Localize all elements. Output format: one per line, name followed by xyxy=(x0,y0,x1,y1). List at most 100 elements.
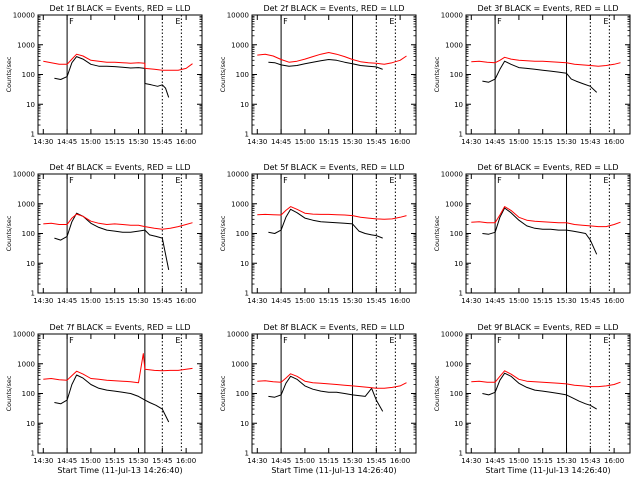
x-tick-label: 15:15 xyxy=(319,457,339,465)
plot-frame xyxy=(465,14,631,135)
chart-panel-7: Det 7f BLACK = Events, RED = LLD Counts/s… xyxy=(5,323,203,475)
y-tick-label: 10000 xyxy=(13,331,35,339)
x-tick-label: 14:45 xyxy=(485,297,505,305)
series-line-lld xyxy=(257,373,407,389)
chart-panel-2: Det 2f BLACK = Events, RED = LLD Counts/s… xyxy=(219,4,417,146)
chart-title: Det 5f BLACK = Events, RED = LLD xyxy=(263,163,404,172)
x-tick-label: 15:00 xyxy=(81,457,101,465)
y-tick-label: 1 xyxy=(245,290,249,298)
x-tick-label: 15:00 xyxy=(295,138,315,146)
series-line-lld xyxy=(471,206,621,228)
y-tick-label: 100 xyxy=(236,71,249,79)
chart-panel-1: Det 1f BLACK = Events, RED = LLD Counts/s… xyxy=(5,4,203,146)
x-tick-label: 14:30 xyxy=(461,297,481,305)
y-tick-label: 10000 xyxy=(227,331,249,339)
chart-title: Det 9f BLACK = Events, RED = LLD xyxy=(477,323,618,332)
marker-label-f: F xyxy=(283,176,288,185)
x-tick-label: 15:15 xyxy=(105,457,125,465)
x-tick-label: 16:00 xyxy=(604,138,624,146)
y-tick-label: 1000 xyxy=(445,360,463,368)
x-tick-label: 15:45 xyxy=(152,138,172,146)
plot-frame xyxy=(251,14,417,135)
y-tick-label: 10 xyxy=(240,420,249,428)
y-tick-label: 1000 xyxy=(231,41,249,49)
marker-label-e: E xyxy=(175,176,180,185)
series-line-events xyxy=(54,374,170,423)
y-tick-label: 10 xyxy=(26,101,35,109)
y-tick-label: 1000 xyxy=(231,200,249,208)
y-tick-label: 1000 xyxy=(17,200,35,208)
y-tick-label: 10000 xyxy=(227,171,249,179)
series-line-events xyxy=(482,207,598,255)
x-tick-label: 15:15 xyxy=(533,297,553,305)
y-tick-label: 1000 xyxy=(231,360,249,368)
x-tick-label: 15:00 xyxy=(509,457,529,465)
x-tick-label: 15:45 xyxy=(152,457,172,465)
x-tick-label: 15:00 xyxy=(509,297,529,305)
y-tick-label: 1 xyxy=(245,450,249,458)
y-tick-label: 10 xyxy=(454,420,463,428)
x-tick-label: 16:00 xyxy=(176,297,196,305)
x-tick-label: 15:30 xyxy=(556,457,576,465)
marker-label-e: E xyxy=(603,17,608,26)
x-axis-label: Start Time (11-Jul-13 14:26:40) xyxy=(57,466,182,475)
x-tick-label: 15:00 xyxy=(295,297,315,305)
marker-label-e: E xyxy=(603,176,608,185)
x-tick-label: 15:15 xyxy=(319,297,339,305)
y-axis-label: Counts/sec xyxy=(433,56,441,92)
x-tick-label: 14:45 xyxy=(271,138,291,146)
x-tick-label: 14:30 xyxy=(247,457,267,465)
plot-frame xyxy=(37,173,203,294)
x-tick-label: 15:00 xyxy=(509,138,529,146)
plot-frame xyxy=(251,333,417,454)
x-tick-label: 15:30 xyxy=(342,138,362,146)
y-tick-label: 1 xyxy=(459,290,463,298)
marker-label-e: E xyxy=(175,336,180,345)
marker-label-f: F xyxy=(69,336,74,345)
x-tick-label: 16:00 xyxy=(604,297,624,305)
plot-frame xyxy=(251,173,417,294)
y-tick-label: 10000 xyxy=(441,12,463,20)
x-tick-label: 14:45 xyxy=(57,138,77,146)
chart-panel-4: Det 4f BLACK = Events, RED = LLD Counts/s… xyxy=(5,163,203,305)
x-tick-label: 14:45 xyxy=(271,297,291,305)
x-tick-label: 15:30 xyxy=(128,138,148,146)
chart-panel-9: Det 9f BLACK = Events, RED = LLD Counts/s… xyxy=(433,323,631,475)
y-tick-label: 1 xyxy=(459,131,463,139)
x-tick-label: 16:00 xyxy=(390,297,410,305)
y-tick-label: 1 xyxy=(245,131,249,139)
y-tick-label: 10000 xyxy=(13,12,35,20)
marker-label-f: F xyxy=(283,17,288,26)
marker-label-e: E xyxy=(389,176,394,185)
x-tick-label: 14:30 xyxy=(461,138,481,146)
x-tick-label: 14:45 xyxy=(57,297,77,305)
y-axis-label: Counts/sec xyxy=(5,56,13,92)
marker-label-e: E xyxy=(603,336,608,345)
y-tick-label: 10 xyxy=(240,101,249,109)
x-tick-label: 15:30 xyxy=(128,297,148,305)
x-tick-label: 15:15 xyxy=(319,138,339,146)
series-line-events xyxy=(268,208,383,239)
marker-label-f: F xyxy=(69,17,74,26)
y-axis-label: Counts/sec xyxy=(5,215,13,251)
x-tick-label: 16:00 xyxy=(390,457,410,465)
marker-label-f: F xyxy=(283,336,288,345)
y-axis-label: Counts/sec xyxy=(219,215,227,251)
y-tick-label: 1 xyxy=(459,450,463,458)
x-axis-label: Start Time (11-Jul-13 14:26:40) xyxy=(485,466,610,475)
x-tick-label: 15:15 xyxy=(533,457,553,465)
x-tick-label: 14:30 xyxy=(247,297,267,305)
x-tick-label: 15:43 xyxy=(580,457,600,465)
y-tick-label: 100 xyxy=(22,230,35,238)
y-axis-label: Counts/sec xyxy=(219,56,227,92)
marker-label-e: E xyxy=(389,336,394,345)
x-tick-label: 15:00 xyxy=(295,457,315,465)
y-tick-label: 1000 xyxy=(445,200,463,208)
y-tick-label: 10000 xyxy=(441,331,463,339)
x-tick-label: 15:30 xyxy=(342,297,362,305)
marker-label-f: F xyxy=(497,17,502,26)
x-tick-label: 15:30 xyxy=(556,297,576,305)
x-tick-label: 15:45 xyxy=(152,297,172,305)
y-tick-label: 100 xyxy=(22,71,35,79)
marker-label-e: E xyxy=(175,17,180,26)
